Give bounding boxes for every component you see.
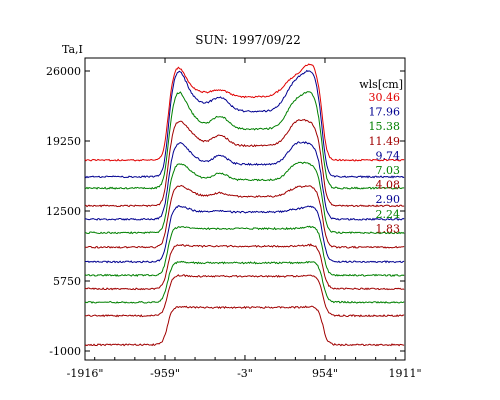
series-line <box>84 225 405 277</box>
series-line <box>84 184 405 249</box>
y-tick-label: 19250 <box>46 135 81 148</box>
x-tick-label: -3" <box>237 367 253 380</box>
series-line <box>84 260 405 304</box>
legend-entry: 17.96 <box>369 106 401 119</box>
series-line <box>84 63 405 162</box>
axis-ticks: -1916" -959" -3" 954" 1911" 26000 19250 12500 57… <box>46 58 422 380</box>
legend-entry: 2.90 <box>376 193 401 206</box>
legend-title: wls[cm] <box>359 78 403 91</box>
legend-entry: 11.49 <box>369 135 401 148</box>
plot-frame <box>84 57 406 361</box>
legend-entry: 1.83 <box>376 222 401 235</box>
series-line <box>84 91 405 190</box>
series-line <box>84 243 405 291</box>
legend-entry: 4.08 <box>376 179 401 192</box>
x-tick-label: -1916" <box>67 367 104 380</box>
legend-entry: 15.38 <box>369 120 401 133</box>
y-tick-label: -1000 <box>49 345 81 358</box>
series-line <box>84 69 405 179</box>
y-tick-label: 5750 <box>53 275 81 288</box>
y-tick-label: 12500 <box>46 205 81 218</box>
legend-entry: 30.46 <box>369 91 401 104</box>
y-axis-label: Ta,I <box>62 43 83 56</box>
series-line <box>84 118 405 208</box>
legend-entry: 7.03 <box>376 164 401 177</box>
x-tick-label: 1911" <box>388 367 421 380</box>
y-tick-label: 26000 <box>46 65 81 78</box>
series-line <box>84 161 405 235</box>
x-tick-label: 954" <box>312 367 338 380</box>
legend-entry: 2.24 <box>376 208 401 221</box>
series-lines <box>84 63 405 347</box>
series-line <box>84 141 405 221</box>
series-line <box>85 274 405 318</box>
chart-title: SUN: 1997/09/22 <box>195 33 300 47</box>
legend-entry: 9.74 <box>376 149 401 162</box>
series-line <box>84 305 405 347</box>
x-tick-label: -959" <box>150 367 180 380</box>
series-line <box>85 205 405 264</box>
